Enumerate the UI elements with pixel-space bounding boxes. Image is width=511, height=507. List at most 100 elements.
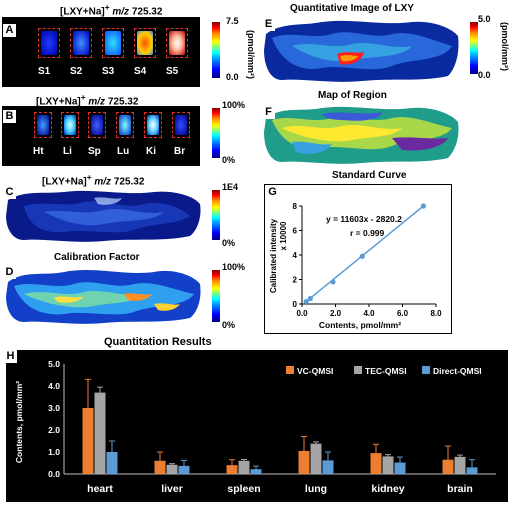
panel-a-title-value: 725.32	[131, 6, 163, 18]
panel-b-organ-3	[88, 112, 106, 138]
legend-swatch	[422, 366, 430, 374]
curve-y-label-scale: x 10000	[279, 221, 288, 250]
panel-c-title-mz: m/z	[94, 176, 112, 188]
curve-equation: y = 11603x - 2820.2	[326, 214, 402, 224]
panel-a-letter: A	[3, 24, 16, 37]
panel-b-organ-label-1: Ht	[33, 146, 44, 157]
panel-a-sample-5	[166, 28, 188, 58]
panel-a-cbar-min: 0.0	[226, 72, 239, 82]
quantitation-bar-chart: 0.0 1.0 2.0 3.0 4.0 5.0 Contents, pmol/mm² hear…	[14, 359, 496, 495]
curve-data-point	[420, 203, 427, 209]
curve-y-label: Calibrated intensity	[269, 218, 278, 293]
panel-a-sample-label-3: S3	[102, 66, 115, 77]
curve-x-tick-label: 2.0	[330, 309, 342, 318]
bar-category-label: lung	[305, 483, 327, 495]
bar-y-tick-label: 2.0	[48, 425, 60, 435]
panel-e-colorbar	[470, 22, 478, 74]
panel-f-letter: F	[262, 106, 275, 119]
panel-e-cbar-min: 0.0	[478, 70, 491, 80]
panel-b-colorbar	[212, 108, 220, 158]
panel-c-title-ion: [LXY+Na]	[42, 176, 87, 188]
bar-y-tick-label: 1.0	[48, 447, 60, 457]
panel-a-sample-label-1: S1	[38, 66, 51, 77]
panel-b-organ-label-6: Br	[174, 146, 186, 157]
panel-a-sample-2	[70, 28, 92, 58]
curve-data-point	[359, 253, 365, 259]
panel-b-title-mz: m/z	[88, 96, 106, 108]
panel-b-organ-label-4: Lu	[117, 146, 130, 157]
panel-d-cbar-max: 100%	[222, 262, 246, 272]
bar-direct-qmsi	[394, 462, 406, 474]
panel-c-colorbar	[212, 190, 220, 240]
panel-c-title: [LXY+Na]+ m/z 725.32	[42, 172, 144, 187]
bar-y-tick-label: 4.0	[48, 381, 60, 391]
panel-a-sample-4	[134, 28, 156, 58]
panel-e-cbar-max: 5.0	[478, 14, 491, 24]
panel-c-title-value: 725.32	[113, 176, 145, 188]
panel-d-letter: D	[3, 266, 16, 279]
bar-category-label: heart	[87, 483, 113, 495]
bar-category-label: brain	[447, 483, 473, 495]
bar-vc-qmsi	[82, 408, 94, 474]
panel-b-organ-label-3: Sp	[88, 146, 101, 157]
curve-data-point	[307, 295, 313, 302]
curve-x-label: Contents, pmol/mm²	[319, 320, 401, 330]
panel-c-cbar-min: 0%	[222, 238, 236, 248]
panel-b-organ-1	[34, 112, 52, 138]
curve-x-tick-label: 8.0	[430, 309, 442, 318]
panel-c-title-sup: +	[86, 172, 92, 182]
curve-x-tick-label: 0.0	[296, 309, 308, 318]
panel-b-organ-5	[144, 112, 162, 138]
curve-x-tick-label: 6.0	[397, 309, 409, 318]
panel-g-letter: G	[266, 186, 279, 199]
legend-swatch	[354, 366, 362, 374]
panel-e-cbar-unit: (pmol/mm²)	[500, 22, 510, 71]
panel-b-organ-label-5: Ki	[146, 146, 156, 157]
panel-a-sample-3	[102, 28, 124, 58]
panel-b-title-ion: [LXY+Na]	[36, 96, 81, 108]
curve-x-tick-label: 4.0	[363, 309, 375, 318]
panel-g-title: Standard Curve	[332, 170, 407, 181]
legend-swatch	[286, 366, 294, 374]
panel-b-cbar-max: 100%	[222, 100, 246, 110]
curve-y-tick-label: 8	[293, 202, 298, 211]
panel-h-letter: H	[4, 350, 17, 363]
panel-b-organ-label-2: Li	[63, 146, 72, 157]
bar-y-label: Contents, pmol/mm²	[14, 381, 24, 463]
panel-a-sample-label-2: S2	[70, 66, 83, 77]
curve-r-value: r = 0.999	[350, 228, 385, 238]
panel-e-title: Quantitative Image of LXY	[290, 3, 414, 14]
panel-e-letter: E	[262, 18, 275, 31]
panel-b-organ-6	[172, 112, 190, 138]
panel-f-title: Map of Region	[318, 90, 387, 101]
bar-tec-qmsi	[310, 443, 322, 474]
panel-d-image	[6, 270, 201, 324]
panel-c-image	[6, 190, 201, 242]
panel-b-letter: B	[3, 110, 16, 123]
bar-tec-qmsi	[382, 456, 394, 474]
panel-d-title: Calibration Factor	[54, 252, 140, 263]
panel-a-title-mz: m/z	[112, 6, 130, 18]
legend-label: Direct-QMSI	[433, 366, 482, 376]
panel-b-title-sup: +	[80, 92, 86, 102]
standard-curve-plot: 0.0 2.0 4.0 6.0 8.0 0 2 4 6 8 y = 11603x - 2820.2 r…	[269, 202, 442, 330]
panel-d-cbar-min: 0%	[222, 320, 236, 330]
panel-a-title-ion: [LXY+Na]	[60, 6, 105, 18]
curve-y-tick-label: 0	[293, 300, 298, 309]
panel-a-sample-label-5: S5	[166, 66, 179, 77]
curve-y-tick-label: 2	[293, 276, 298, 285]
panel-c-cbar-max: 1E4	[222, 182, 239, 192]
bar-y-tick-label: 3.0	[48, 403, 60, 413]
legend-label: VC-QMSI	[297, 366, 333, 376]
panel-b-title-value: 725.32	[107, 96, 139, 108]
panel-b-organ-2	[61, 112, 79, 138]
bar-tec-qmsi	[454, 456, 466, 474]
bar-category-label: kidney	[371, 483, 404, 495]
curve-data-point	[330, 279, 336, 285]
bar-tec-qmsi	[94, 392, 106, 474]
panel-b-title: [LXY+Na]+ m/z 725.32	[36, 92, 138, 107]
panel-a-cbar-unit: (pmol/mm²)	[246, 30, 256, 79]
panel-a-colorbar	[212, 22, 220, 78]
panel-h-title: Quantitation Results	[104, 336, 212, 348]
bar-tec-qmsi	[166, 464, 178, 474]
